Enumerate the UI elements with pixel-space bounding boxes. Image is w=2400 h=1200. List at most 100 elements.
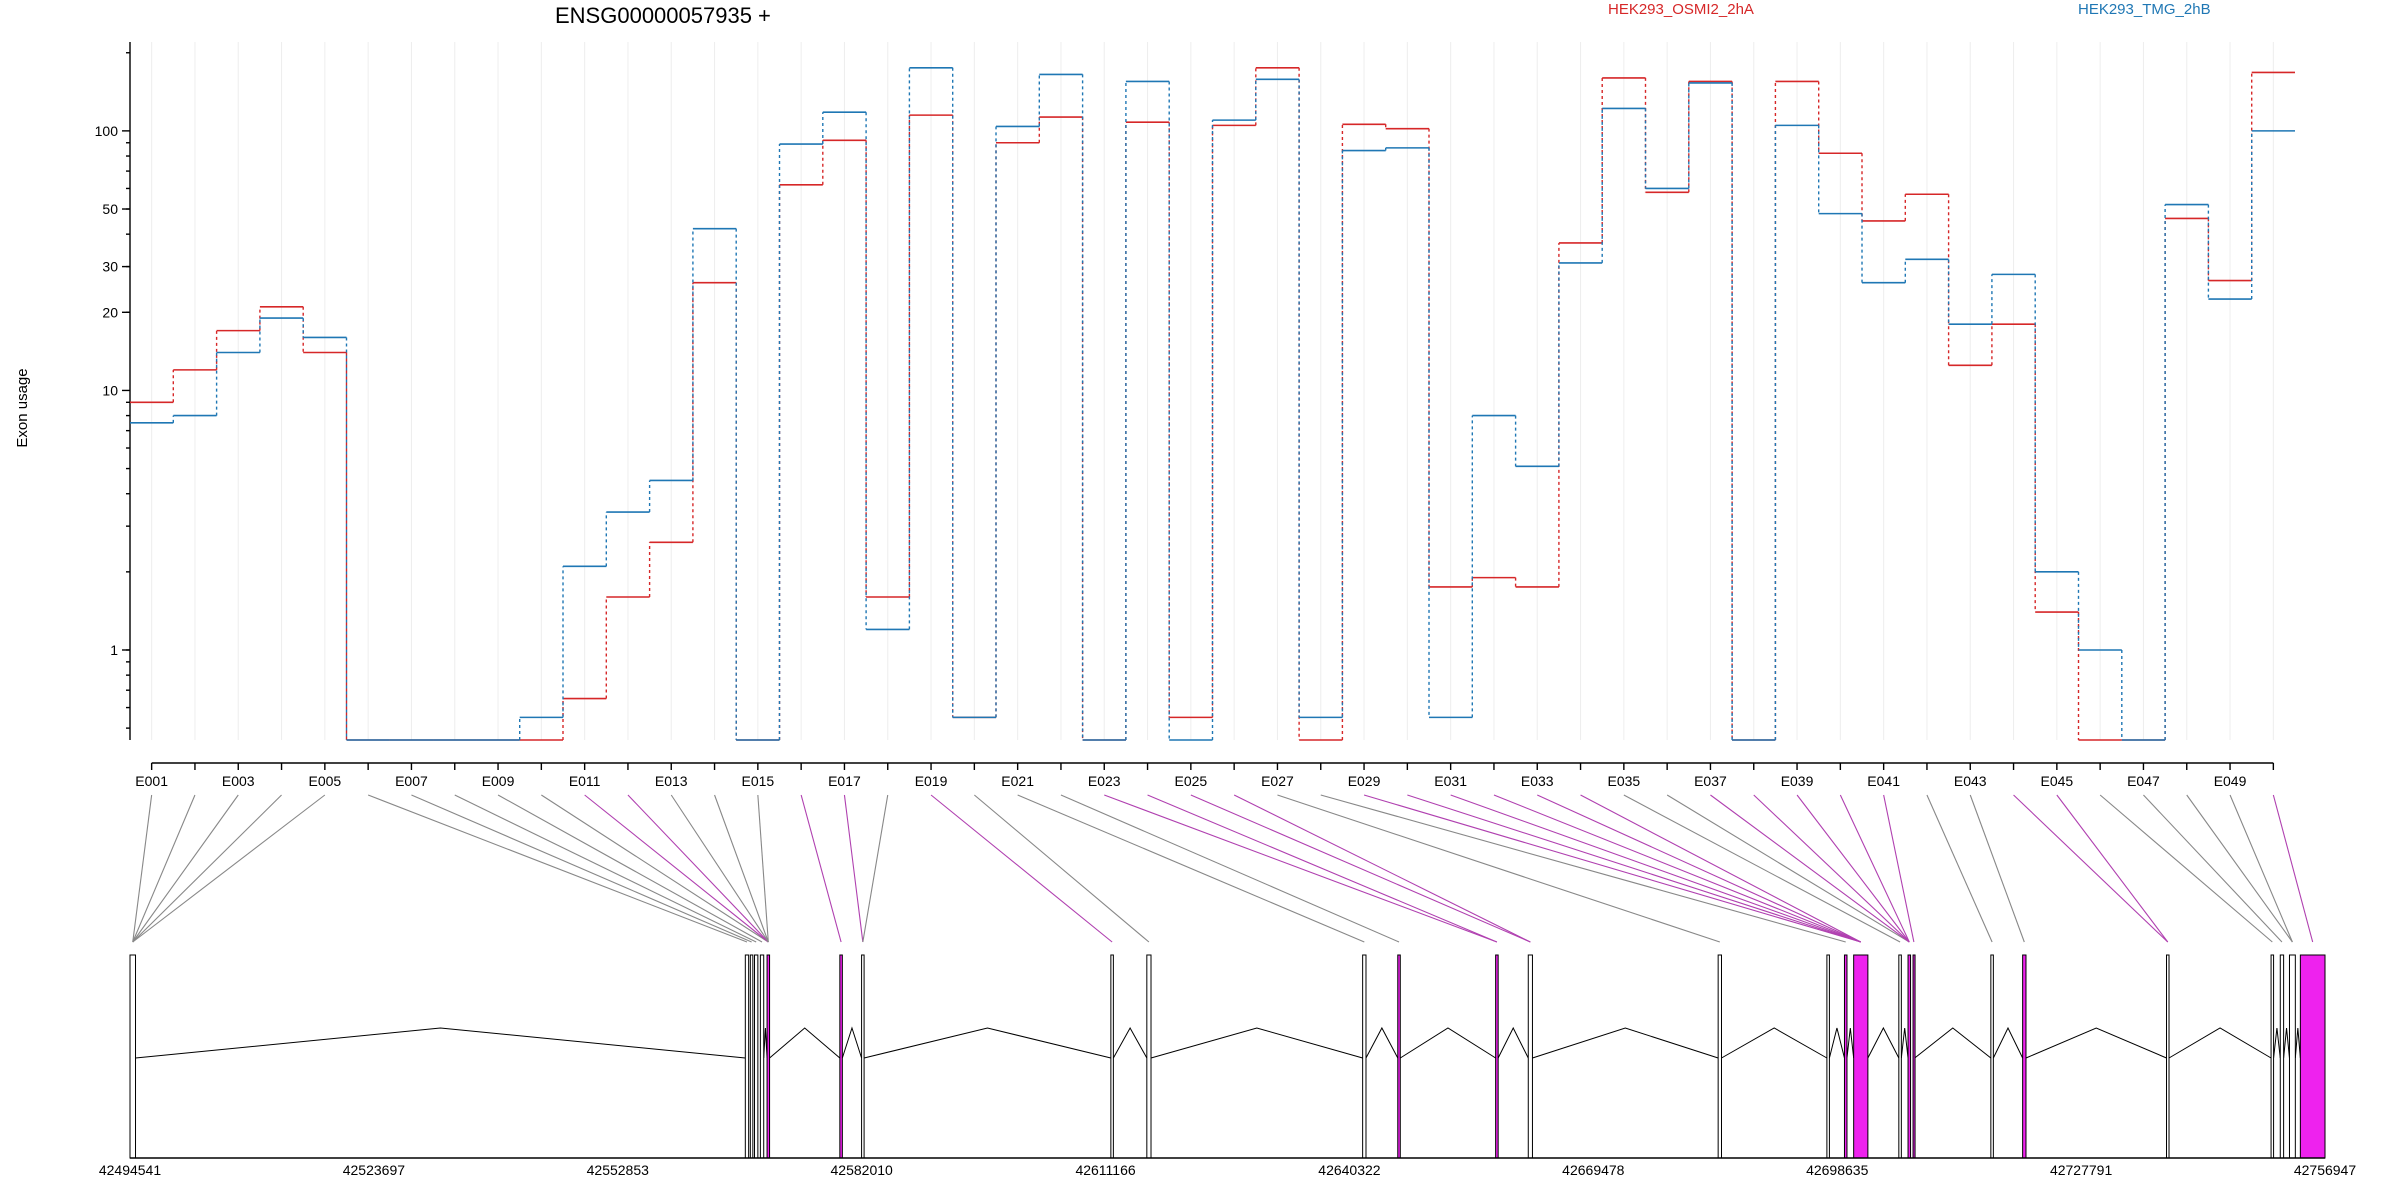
mapping-line-e006 — [367, 794, 748, 943]
mapping-line-e042 — [1926, 794, 1993, 943]
mapping-line-e044 — [2013, 794, 2169, 943]
gene-exon-1 — [129, 954, 137, 1159]
gene-exon-6 — [766, 954, 771, 1159]
genomic-tick-label-7: 42669478 — [1562, 1162, 1625, 1178]
x-tick-label-e007: E007 — [395, 773, 428, 789]
y-tick-label-30: 30 — [102, 259, 118, 275]
genomic-tick-label-1: 42494541 — [99, 1162, 162, 1178]
x-tick-label-e003: E003 — [222, 773, 255, 789]
genomic-tick-label-3: 42552853 — [587, 1162, 650, 1178]
mapping-line-e037 — [1710, 794, 1910, 943]
gene-exon-16 — [1826, 954, 1830, 1159]
gene-exon-7 — [839, 954, 843, 1159]
mapping-line-e012 — [627, 794, 769, 943]
gene-exon-11 — [1362, 954, 1367, 1159]
mapping-line-e029 — [1363, 794, 1861, 943]
mapping-line-e022 — [1060, 794, 1400, 943]
x-tick-label-e023: E023 — [1088, 773, 1121, 789]
mapping-line-e013 — [670, 794, 769, 943]
genomic-tick-label-8: 42698635 — [1806, 1162, 1869, 1178]
mapping-line-e004 — [132, 794, 282, 943]
x-tick-label-e001: E001 — [135, 773, 168, 789]
x-tick-label-e019: E019 — [915, 773, 948, 789]
vertical-gridlines — [151, 42, 2274, 740]
intron-line — [1150, 1027, 1363, 1059]
intron-line — [1497, 1026, 1529, 1059]
mapping-line-e016 — [800, 794, 842, 943]
intron-line — [1112, 1026, 1148, 1059]
gene-exon-5 — [759, 954, 765, 1159]
mapping-line-e030 — [1407, 794, 1861, 943]
intron-line — [135, 1027, 746, 1059]
mapping-line-e005 — [132, 794, 326, 943]
mapping-line-e040 — [1839, 794, 1910, 943]
genomic-tick-label-2: 42523697 — [343, 1162, 406, 1178]
x-tick-label-e025: E025 — [1174, 773, 1207, 789]
intron-line — [2273, 1027, 2281, 1059]
mapping-line-e003 — [132, 794, 239, 943]
gene-exon-21 — [1912, 954, 1916, 1159]
gene-exon-9 — [1110, 954, 1114, 1159]
intron-line — [1721, 1027, 1828, 1059]
x-tick-label-e031: E031 — [1434, 773, 1467, 789]
y-tick-label-20: 20 — [102, 304, 118, 320]
genomic-tick-label-4: 42582010 — [831, 1162, 894, 1178]
x-tick-label-e039: E039 — [1781, 773, 1814, 789]
mapping-line-e010 — [541, 794, 769, 943]
mapping-line-e020 — [973, 794, 1150, 943]
mapping-line-e048 — [2186, 794, 2293, 943]
intron-line — [769, 1027, 841, 1059]
mapping-line-e047 — [2143, 794, 2283, 943]
gene-exon-28 — [2299, 954, 2326, 1159]
mapping-line-e015 — [757, 794, 769, 943]
intron-line — [1846, 1027, 1855, 1059]
x-tick-label-e021: E021 — [1001, 773, 1034, 789]
genomic-tick-label-5: 42611166 — [1075, 1162, 1135, 1178]
exon-mapping-lines — [132, 794, 2314, 943]
intron-line — [2294, 1027, 2301, 1059]
series-lines — [130, 66, 2295, 741]
intron-line — [763, 1027, 768, 1059]
gene-exon-15 — [1717, 954, 1722, 1159]
mapping-line-e027 — [1277, 794, 1720, 943]
mapping-line-e008 — [454, 794, 757, 943]
gene-exon-14 — [1527, 954, 1533, 1159]
gene-exon-3 — [749, 954, 754, 1159]
mapping-line-e011 — [584, 794, 769, 943]
mapping-line-e039 — [1796, 794, 1910, 943]
y-tick-label-10: 10 — [102, 382, 118, 398]
intron-line — [1400, 1027, 1496, 1059]
gene-exon-17 — [1843, 954, 1848, 1159]
mapping-line-e049 — [2229, 794, 2293, 943]
x-tick-label-e029: E029 — [1348, 773, 1381, 789]
mapping-line-e035 — [1623, 794, 1901, 943]
x-tick-label-e005: E005 — [308, 773, 341, 789]
x-tick-label-e027: E027 — [1261, 773, 1294, 789]
x-tick-label-e017: E017 — [828, 773, 861, 789]
gene-exon-12 — [1397, 954, 1401, 1159]
mapping-line-e043 — [1969, 794, 2025, 943]
x-tick-label-e049: E049 — [2214, 773, 2247, 789]
mapping-line-e034 — [1580, 794, 1862, 943]
x-tick-label-e033: E033 — [1521, 773, 1554, 789]
intron-line — [863, 1027, 1111, 1059]
gene-exon-23 — [2022, 954, 2027, 1159]
y-axis-label: Exon usage — [14, 368, 31, 447]
gene-exon-26 — [2279, 954, 2285, 1159]
mapping-line-e021 — [1017, 794, 1365, 943]
mapping-line-e009 — [497, 794, 763, 943]
intron-line — [1900, 1027, 1909, 1059]
mapping-line-e045 — [2056, 794, 2169, 943]
axes: 1 10 20 30 50 100 E001 E003 E005 E007 E009 E011 E013… — [95, 42, 2275, 789]
mapping-line-e050 — [2272, 794, 2314, 943]
intron-line — [2025, 1027, 2167, 1059]
mapping-line-e019 — [930, 794, 1113, 943]
gene-exon-20 — [1907, 954, 1912, 1159]
mapping-line-e002 — [132, 794, 196, 943]
mapping-line-e046 — [2099, 794, 2273, 943]
genomic-tick-label-6: 42640322 — [1318, 1162, 1381, 1178]
gene-exon-2 — [744, 954, 750, 1159]
gene-exon-10 — [1146, 954, 1152, 1159]
genomic-tick-label-10: 42756947 — [2294, 1162, 2357, 1178]
